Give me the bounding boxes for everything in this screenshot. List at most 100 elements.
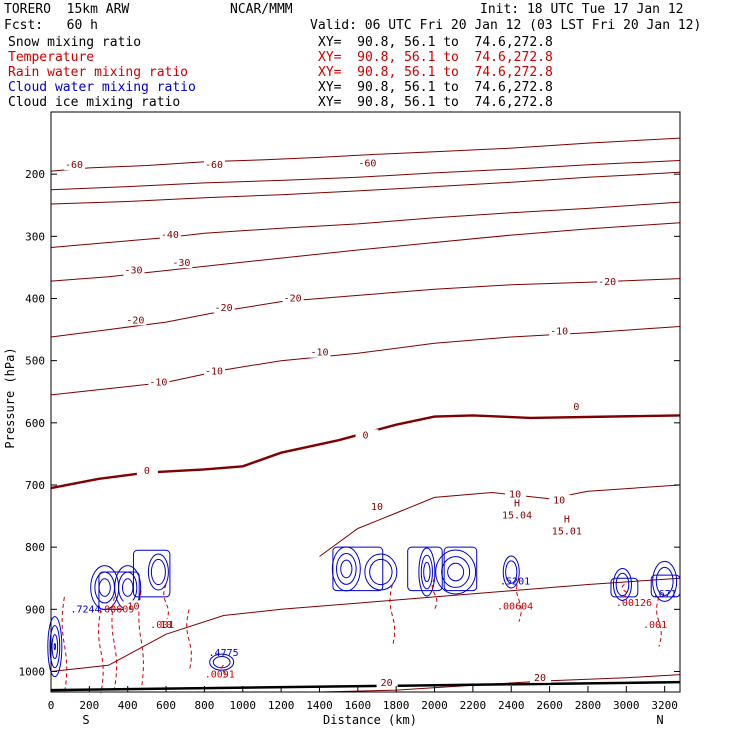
cloud-label: .4775: [209, 648, 239, 659]
contour-label-bg: [282, 292, 304, 304]
cloud-water-contour: [340, 559, 353, 579]
temperature-contour-label: 0: [144, 466, 150, 477]
y-tick-label: 600: [25, 417, 45, 430]
contour-label-bg: [156, 618, 178, 630]
y-tick-label: 1000: [19, 665, 46, 678]
contour-label-bg: [171, 257, 193, 269]
temperature-contour-label: 20: [381, 678, 393, 689]
contour-label-bg: [505, 488, 527, 500]
x-tick-label: 200: [79, 699, 99, 712]
cloud-water-contour: [447, 562, 465, 582]
cloud-water-contour: [118, 571, 138, 604]
plot-frame: [50, 111, 681, 693]
header-valid: Valid: 06 UTC Fri 20 Jan 12 (03 LST Fri …: [310, 18, 702, 33]
contour-label-bg: [64, 158, 86, 170]
cloud-water-contour: [53, 643, 57, 651]
y-tick-label: 900: [25, 603, 45, 616]
y-tick-label: 400: [25, 292, 45, 305]
cloud-label: .5201: [500, 576, 530, 587]
temperature-contour: [50, 160, 681, 191]
cloud-water-contour: [423, 561, 431, 583]
rain-label: .00126: [616, 598, 652, 609]
cloud-water-contour: [209, 653, 235, 671]
rain-contour: [61, 596, 68, 694]
contour-label-bg: [123, 600, 145, 612]
high-marker: H: [564, 514, 570, 525]
contour-label-bg: [148, 376, 170, 388]
rain-contour: [431, 578, 438, 610]
x-tick-label: 1400: [306, 699, 333, 712]
x-tick-label: 3000: [613, 699, 640, 712]
temperature-contour-label: 20: [534, 673, 546, 684]
x-tick-label: 400: [118, 699, 138, 712]
cloud-water-contour: [615, 572, 630, 597]
contour-label-bg: [549, 325, 571, 337]
rain-label: .001: [150, 620, 174, 631]
cloud-water-contour: [441, 556, 471, 588]
hydrometeor-contours: [47, 546, 681, 694]
legend-snow-xy: XY= 90.8, 56.1 to 74.6,272.8: [318, 35, 553, 50]
temperature-contour: [50, 137, 681, 172]
contour-label-bg: [204, 365, 226, 377]
cloud-water-box: [443, 546, 478, 592]
rain-contour: [656, 596, 662, 647]
x-tick-label: 600: [156, 699, 176, 712]
temperature-contour: [50, 326, 681, 396]
contour-label-bg: [355, 429, 377, 441]
temperature-contour: [50, 414, 681, 490]
contour-label-bg: [136, 464, 158, 476]
rain-label: .001: [643, 620, 667, 631]
contour-label-bg: [125, 314, 147, 326]
temperature-contour: [50, 577, 681, 672]
contour-label-bg: [597, 275, 619, 287]
rain-label: .0091: [205, 670, 235, 681]
cloud-water-contour: [336, 553, 357, 585]
rain-contour: [389, 584, 396, 647]
temperature-contour: [50, 278, 681, 338]
temperature-contour-label: -20: [284, 294, 302, 305]
rain-contour: [621, 584, 628, 598]
contour-label-bg: [566, 400, 588, 412]
temperature-contour-label: -10: [149, 378, 167, 389]
cloud-water-contour: [505, 560, 518, 584]
contour-label-bg: [367, 500, 389, 512]
temperature-contour-label: 10: [509, 489, 521, 500]
x-tick-label: 800: [194, 699, 214, 712]
temperature-contour-label: 0: [362, 430, 368, 441]
temperature-contour-label: 10: [127, 601, 139, 612]
x-tick-label: 1000: [230, 699, 257, 712]
y-tick-label: 800: [25, 541, 45, 554]
temperature-contour-label: -60: [65, 160, 83, 171]
cloud-water-box: [332, 546, 384, 592]
contour-label-bg: [530, 671, 552, 683]
rain-label: .00609: [98, 604, 134, 615]
temperature-contour-label: 0: [573, 402, 579, 413]
rain-contour: [111, 596, 118, 691]
cloud-water-box: [407, 546, 443, 592]
cloud-water-box: [98, 571, 140, 610]
cloud-water-contour: [435, 549, 477, 595]
contour-label-bg: [204, 158, 226, 170]
y-tick-label: 500: [25, 355, 45, 368]
cloud-water-contour: [47, 616, 63, 678]
x-tick-label: 2800: [575, 699, 602, 712]
cloud-water-contour: [98, 578, 111, 597]
temperature-contour-label: 10: [160, 620, 172, 631]
temperature-contour-label: -20: [215, 303, 233, 314]
header-model: TORERO 15km ARW: [4, 2, 130, 17]
temperature-contour-label: -60: [358, 159, 376, 170]
high-value: 15.01: [552, 526, 582, 537]
rain-contour: [516, 578, 522, 622]
header-fcst: Fcst: 60 h: [4, 18, 98, 33]
legend-rain: Rain water mixing ratio: [8, 65, 189, 80]
temperature-contour-label: -30: [124, 266, 142, 277]
temperature-contour-label: -40: [161, 230, 179, 241]
x-tick-label: 1800: [383, 699, 410, 712]
x-axis-right-end: N: [656, 713, 663, 727]
cloud-water-box: [132, 549, 171, 598]
legend-cloud-ice-xy: XY= 90.8, 56.1 to 74.6,272.8: [318, 95, 553, 110]
x-axis-label: Distance (km): [323, 713, 417, 727]
legend-temperature: Temperature: [8, 50, 95, 65]
cloud-water-contour: [150, 558, 166, 586]
